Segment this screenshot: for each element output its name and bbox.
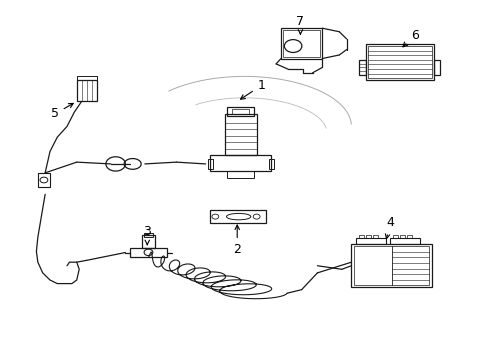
Bar	[368, 46, 431, 78]
Bar	[77, 80, 97, 102]
Text: 2: 2	[233, 225, 241, 256]
Bar	[227, 107, 254, 116]
Bar	[224, 114, 256, 155]
Bar	[353, 246, 428, 285]
Bar	[210, 155, 271, 171]
Bar	[38, 173, 50, 187]
Bar	[372, 235, 377, 238]
Bar	[351, 244, 431, 287]
Bar	[407, 235, 411, 238]
Text: 3: 3	[143, 225, 151, 245]
Bar	[130, 248, 166, 257]
Bar	[227, 171, 254, 178]
Text: 7: 7	[296, 14, 304, 34]
Bar	[142, 235, 154, 248]
Bar	[281, 28, 322, 59]
Bar	[283, 30, 319, 57]
Bar	[392, 235, 397, 238]
Bar	[358, 235, 363, 238]
Bar	[366, 235, 370, 238]
Bar	[433, 60, 439, 75]
Bar	[366, 44, 433, 80]
Text: 6: 6	[402, 29, 418, 47]
Bar	[268, 158, 273, 169]
Text: 4: 4	[385, 216, 393, 239]
Bar	[389, 238, 419, 244]
Bar	[399, 235, 404, 238]
Bar	[143, 233, 153, 237]
Text: 1: 1	[240, 79, 265, 99]
Bar	[207, 158, 212, 169]
Bar	[232, 109, 249, 114]
Bar	[77, 76, 97, 80]
Bar	[356, 238, 385, 244]
Bar	[210, 210, 266, 223]
Bar	[358, 60, 366, 75]
Text: 5: 5	[51, 103, 73, 120]
